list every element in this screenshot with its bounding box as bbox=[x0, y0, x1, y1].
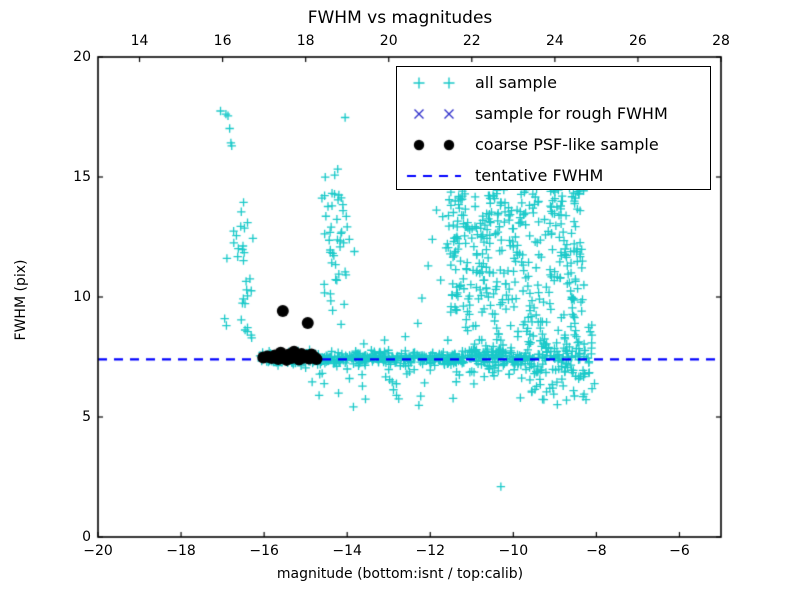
cross-marker bbox=[397, 98, 471, 129]
x-tick-label: −12 bbox=[415, 543, 446, 559]
legend-entry: tentative FWHM bbox=[397, 160, 710, 191]
x-tick-label: −14 bbox=[332, 543, 362, 559]
top-tick-label: 26 bbox=[629, 33, 647, 49]
x-tick-label: −18 bbox=[166, 543, 196, 559]
legend-label: sample for rough FWHM bbox=[475, 104, 668, 123]
top-tick-label: 28 bbox=[712, 33, 730, 49]
legend-label: all sample bbox=[475, 73, 557, 92]
legend-label: tentative FWHM bbox=[475, 166, 604, 185]
x-tick-label: −20 bbox=[83, 543, 113, 559]
y-tick-label: 15 bbox=[73, 169, 91, 185]
legend-entry: sample for rough FWHM bbox=[397, 98, 710, 129]
y-axis-label: FWHM (pix) bbox=[13, 259, 29, 341]
dashed-line bbox=[397, 160, 471, 191]
top-tick-label: 18 bbox=[296, 33, 315, 49]
top-tick-label: 22 bbox=[462, 33, 481, 49]
x-tick-label: −6 bbox=[669, 543, 690, 559]
x-axis-label: magnitude (bottom:isnt / top:calib) bbox=[276, 566, 524, 582]
top-tick-label: 20 bbox=[379, 33, 398, 49]
legend-entry: coarse PSF-like sample bbox=[397, 129, 710, 160]
chart-title: FWHM vs magnitudes bbox=[307, 8, 493, 28]
x-tick-label: −10 bbox=[498, 543, 529, 559]
legend-label: coarse PSF-like sample bbox=[475, 135, 659, 154]
x-tick-label: −8 bbox=[586, 543, 607, 559]
y-tick-label: 10 bbox=[73, 289, 91, 305]
top-tick-label: 14 bbox=[130, 33, 149, 49]
legend: all sample sample for rough FWHM coarse PS… bbox=[396, 66, 711, 191]
y-tick-label: 0 bbox=[82, 529, 91, 545]
y-tick-label: 5 bbox=[82, 409, 91, 425]
y-tick-label: 20 bbox=[73, 49, 91, 65]
legend-entry: all sample bbox=[397, 67, 710, 98]
x-tick-label: −16 bbox=[249, 543, 279, 559]
top-tick-label: 16 bbox=[213, 33, 232, 49]
circle-marker bbox=[397, 129, 471, 160]
top-tick-label: 24 bbox=[545, 33, 564, 49]
plus-marker bbox=[397, 67, 471, 98]
